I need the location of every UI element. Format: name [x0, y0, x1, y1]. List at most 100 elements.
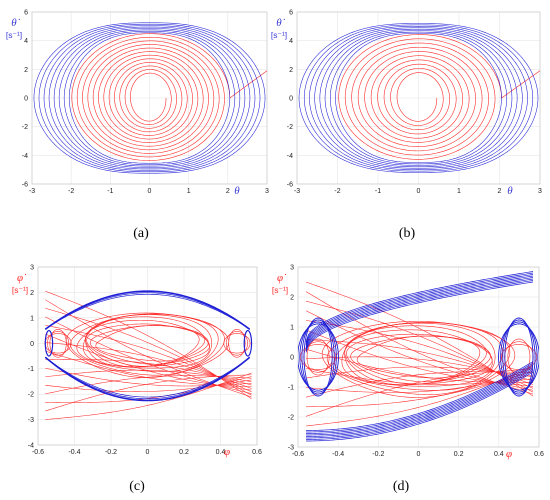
- separatrix-orbit: [335, 33, 502, 163]
- separatrix-upper: [45, 292, 250, 330]
- y-tick-label: -4: [22, 153, 28, 160]
- separatrix-upper: [45, 293, 250, 330]
- series-layer-c: [44, 290, 253, 420]
- y-tick-label: 6: [24, 10, 28, 17]
- rotational-lower: [306, 365, 534, 436]
- rotational-upper: [305, 278, 534, 350]
- y-tick-label: 0: [30, 341, 34, 348]
- y-axis-unit: [s⁻¹]: [6, 30, 22, 40]
- x-tick-label: 0.6: [534, 451, 544, 458]
- rotational-upper: [305, 280, 534, 352]
- chaotic-trajectory: [326, 322, 511, 395]
- y-tick-label: 2: [24, 67, 28, 74]
- sweep-trajectory: [45, 299, 252, 398]
- y-tick-label: 4: [289, 38, 293, 45]
- rotational-lower: [306, 362, 534, 433]
- x-tick-label: 0.2: [179, 449, 189, 456]
- spiral-trajectory: [71, 33, 267, 161]
- y-tick-label: -2: [22, 124, 28, 131]
- y-tick-label: 3: [30, 265, 34, 272]
- plot-d: -0.6 -0.4 -0.2 0 0.2 0.4 0.6 -3 -2 -1 0 1 2 3 φ φ̇[s⁻¹]: [272, 265, 544, 461]
- x-tick-label: 2: [498, 188, 502, 195]
- x-tick-label: -0.6: [32, 449, 44, 456]
- caption-b: (b): [398, 226, 416, 241]
- plot-a: -3 -2 -1 0 1 2 3 -6 -4 -2 0 2 4 6 θ θ̇[s⁻¹]: [6, 10, 269, 198]
- x-tick-label: 0: [146, 449, 150, 456]
- y-tick-label: -2: [288, 415, 294, 422]
- spiral-trajectory: [338, 34, 540, 160]
- sweep-trajectory: [45, 290, 252, 399]
- x-tick-label: -0.4: [332, 451, 344, 458]
- chaotic-trajectory: [346, 333, 491, 385]
- y-tick-label: 2: [290, 295, 294, 302]
- x-tick-label: 2: [226, 188, 230, 195]
- separatrix-lower: [44, 356, 251, 402]
- separatrix-orbit: [63, 31, 236, 165]
- lens-orbit: [498, 323, 539, 391]
- x-tick-label: -0.2: [372, 451, 384, 458]
- x-tick-label: 0: [417, 451, 421, 458]
- rotational-upper: [305, 281, 534, 353]
- y-tick-label: 1: [30, 315, 34, 322]
- separatrix-orbit: [33, 22, 266, 174]
- x-tick-label: -0.2: [105, 449, 117, 456]
- chaotic-trajectory: [89, 325, 206, 365]
- x-tick-label: 0.4: [216, 449, 226, 456]
- separatrix-orbit: [314, 27, 523, 169]
- x-axis-label: θ: [507, 185, 513, 197]
- series-layer-b: [298, 23, 540, 173]
- separatrix-upper: [44, 290, 251, 330]
- y-tick-label: -3: [288, 445, 294, 452]
- rotational-upper: [305, 272, 534, 344]
- series-layer-a: [33, 22, 267, 174]
- x-tick-label: 3: [538, 188, 542, 195]
- y-tick-label: -6: [287, 182, 293, 189]
- y-tick-label: -3: [28, 417, 34, 424]
- separatrix-orbit: [38, 23, 261, 173]
- separatrix-orbit: [324, 30, 513, 166]
- rotational-lower: [306, 368, 534, 439]
- chaotic-trajectory: [321, 320, 516, 398]
- x-tick-label: 3: [265, 188, 269, 195]
- x-tick-label: 1: [457, 188, 461, 195]
- separatrix-orbit: [53, 28, 246, 168]
- caption-d: (d): [392, 479, 410, 494]
- separatrix-orbit: [329, 31, 508, 165]
- y-tick-label: -2: [28, 392, 34, 399]
- x-tick-label: 0.6: [252, 449, 262, 456]
- y-tick-label: 3: [290, 265, 294, 272]
- lens-orbit: [500, 321, 538, 393]
- separatrix-orbit: [43, 25, 256, 171]
- y-axis-label: φ̇: [17, 272, 27, 284]
- separatrix-orbit: [48, 26, 251, 170]
- plot-frame: [37, 266, 258, 446]
- y-axis-label: θ̇: [11, 17, 20, 29]
- x-tick-label: -2: [68, 188, 74, 195]
- caption-c: (c): [129, 479, 145, 494]
- x-axis-label: φ: [224, 446, 230, 458]
- y-tick-label: 0: [290, 355, 294, 362]
- separatrix-bulge: [243, 329, 253, 357]
- rotational-lower: [306, 361, 534, 431]
- y-tick-label: 2: [289, 67, 293, 74]
- plot-c: -0.6 -0.4 -0.2 0 0.2 0.4 0.6 -4 -3 -2 -1 0 1 2 3 φ φ̇[s⁻…: [12, 265, 262, 459]
- x-axis-label: φ: [506, 448, 512, 460]
- separatrix-orbit: [319, 28, 518, 168]
- chaotic-trajectory: [70, 313, 225, 376]
- y-tick-label: 0: [24, 96, 28, 103]
- x-tick-label: 0: [417, 188, 421, 195]
- y-axis-unit: [s⁻¹]: [12, 285, 28, 295]
- y-tick-label: -1: [28, 366, 34, 373]
- y-axis-label: φ̇: [277, 272, 287, 284]
- x-tick-label: 1: [187, 188, 191, 195]
- side-loop: [228, 328, 246, 358]
- rotational-upper: [305, 277, 534, 349]
- caption-a: (a): [133, 226, 149, 241]
- rotational-upper: [305, 274, 534, 346]
- plot-b: -3 -2 -1 0 1 2 3 -6 -4 -2 0 2 4 6 θ θ̇[s⁻¹]: [271, 10, 542, 198]
- side-loop: [300, 344, 337, 370]
- plot-frame: [296, 11, 541, 185]
- rotational-lower: [306, 367, 534, 437]
- side-loop: [49, 328, 67, 358]
